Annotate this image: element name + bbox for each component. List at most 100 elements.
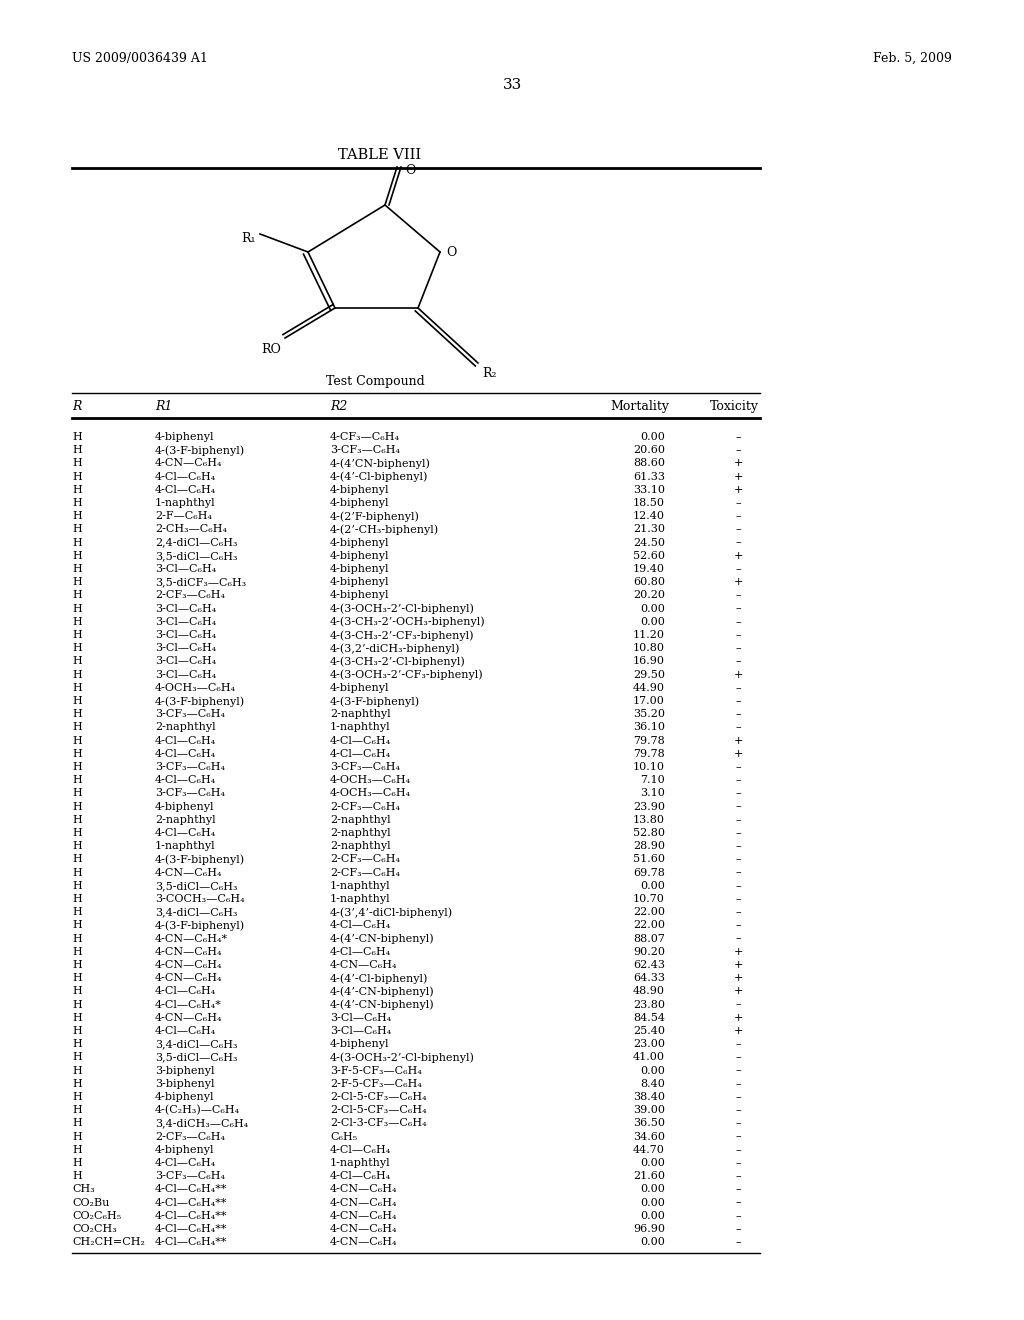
Text: H: H <box>72 643 82 653</box>
Text: O: O <box>446 246 457 259</box>
Text: –: – <box>735 894 740 904</box>
Text: CH₂CH=CH₂: CH₂CH=CH₂ <box>72 1237 144 1247</box>
Text: 0.00: 0.00 <box>640 1065 665 1076</box>
Text: H: H <box>72 484 82 495</box>
Text: 2-F—C₆H₄: 2-F—C₆H₄ <box>155 511 212 521</box>
Text: 10.80: 10.80 <box>633 643 665 653</box>
Text: +: + <box>733 1012 742 1023</box>
Text: H: H <box>72 1026 82 1036</box>
Text: 4-biphenyl: 4-biphenyl <box>330 550 389 561</box>
Text: 4-Cl—C₆H₄: 4-Cl—C₆H₄ <box>155 748 216 759</box>
Text: –: – <box>735 1184 740 1195</box>
Text: 23.90: 23.90 <box>633 801 665 812</box>
Text: 18.50: 18.50 <box>633 498 665 508</box>
Text: 4-(3-F-biphenyl): 4-(3-F-biphenyl) <box>155 920 245 931</box>
Text: 4-biphenyl: 4-biphenyl <box>330 498 389 508</box>
Text: 3,4-diCH₃—C₆H₄: 3,4-diCH₃—C₆H₄ <box>155 1118 248 1129</box>
Text: 96.90: 96.90 <box>633 1224 665 1234</box>
Text: 4-CN—C₆H₄: 4-CN—C₆H₄ <box>330 1210 397 1221</box>
Text: H: H <box>72 550 82 561</box>
Text: –: – <box>735 999 740 1010</box>
Text: +: + <box>733 946 742 957</box>
Text: H: H <box>72 458 82 469</box>
Text: 79.78: 79.78 <box>633 748 665 759</box>
Text: –: – <box>735 603 740 614</box>
Text: 3-CF₃—C₆H₄: 3-CF₃—C₆H₄ <box>330 762 400 772</box>
Text: 2-CF₃—C₆H₄: 2-CF₃—C₆H₄ <box>330 867 400 878</box>
Text: H: H <box>72 524 82 535</box>
Text: +: + <box>733 735 742 746</box>
Text: H: H <box>72 432 82 442</box>
Text: 4-CN—C₆H₄: 4-CN—C₆H₄ <box>330 1224 397 1234</box>
Text: 20.60: 20.60 <box>633 445 665 455</box>
Text: 4-(4’-CN-biphenyl): 4-(4’-CN-biphenyl) <box>330 986 434 997</box>
Text: 22.00: 22.00 <box>633 920 665 931</box>
Text: 3-Cl—C₆H₄: 3-Cl—C₆H₄ <box>155 616 216 627</box>
Text: 4-(3-CH₃-2’-CF₃-biphenyl): 4-(3-CH₃-2’-CF₃-biphenyl) <box>330 630 474 640</box>
Text: 0.00: 0.00 <box>640 1210 665 1221</box>
Text: H: H <box>72 1065 82 1076</box>
Text: 4-(3-CH₃-2’-OCH₃-biphenyl): 4-(3-CH₃-2’-OCH₃-biphenyl) <box>330 616 485 627</box>
Text: 4-Cl—C₆H₄**: 4-Cl—C₆H₄** <box>155 1210 227 1221</box>
Text: H: H <box>72 986 82 997</box>
Text: 4-Cl—C₆H₄: 4-Cl—C₆H₄ <box>155 735 216 746</box>
Text: 4-CN—C₆H₄: 4-CN—C₆H₄ <box>330 1184 397 1195</box>
Text: R2: R2 <box>330 400 347 413</box>
Text: 4-(3,2’-diCH₃-biphenyl): 4-(3,2’-diCH₃-biphenyl) <box>330 643 461 653</box>
Text: Toxicity: Toxicity <box>710 400 759 413</box>
Text: 4-(3-OCH₃-2’-CF₃-biphenyl): 4-(3-OCH₃-2’-CF₃-biphenyl) <box>330 669 483 680</box>
Text: 0.00: 0.00 <box>640 432 665 442</box>
Text: 4-(3-F-biphenyl): 4-(3-F-biphenyl) <box>155 445 245 455</box>
Text: 8.40: 8.40 <box>640 1078 665 1089</box>
Text: –: – <box>735 775 740 785</box>
Text: 0.00: 0.00 <box>640 1158 665 1168</box>
Text: 10.10: 10.10 <box>633 762 665 772</box>
Text: 3-CF₃—C₆H₄: 3-CF₃—C₆H₄ <box>155 1171 225 1181</box>
Text: 4-Cl—C₆H₄: 4-Cl—C₆H₄ <box>155 828 216 838</box>
Text: 3-Cl—C₆H₄: 3-Cl—C₆H₄ <box>155 564 216 574</box>
Text: –: – <box>735 867 740 878</box>
Text: –: – <box>735 1158 740 1168</box>
Text: 1-naphthyl: 1-naphthyl <box>155 841 216 851</box>
Text: +: + <box>733 550 742 561</box>
Text: 51.60: 51.60 <box>633 854 665 865</box>
Text: 3-CF₃—C₆H₄: 3-CF₃—C₆H₄ <box>155 788 225 799</box>
Text: H: H <box>72 946 82 957</box>
Text: 4-Cl—C₆H₄**: 4-Cl—C₆H₄** <box>155 1197 227 1208</box>
Text: 4-(4’-CN-biphenyl): 4-(4’-CN-biphenyl) <box>330 933 434 944</box>
Text: –: – <box>735 432 740 442</box>
Text: 3-CF₃—C₆H₄: 3-CF₃—C₆H₄ <box>155 762 225 772</box>
Text: 60.80: 60.80 <box>633 577 665 587</box>
Text: –: – <box>735 1118 740 1129</box>
Text: 1-naphthyl: 1-naphthyl <box>155 498 216 508</box>
Text: 33: 33 <box>503 78 521 92</box>
Text: H: H <box>72 1144 82 1155</box>
Text: –: – <box>735 445 740 455</box>
Text: –: – <box>735 841 740 851</box>
Text: 4-biphenyl: 4-biphenyl <box>330 590 389 601</box>
Text: 4-biphenyl: 4-biphenyl <box>155 1092 214 1102</box>
Text: 4-(3-OCH₃-2’-Cl-biphenyl): 4-(3-OCH₃-2’-Cl-biphenyl) <box>330 603 475 614</box>
Text: 3-Cl—C₆H₄: 3-Cl—C₆H₄ <box>155 656 216 667</box>
Text: 4-Cl—C₆H₄: 4-Cl—C₆H₄ <box>330 1144 391 1155</box>
Text: –: – <box>735 801 740 812</box>
Text: Test Compound: Test Compound <box>326 375 424 388</box>
Text: +: + <box>733 484 742 495</box>
Text: +: + <box>733 1026 742 1036</box>
Text: Mortality: Mortality <box>610 400 669 413</box>
Text: 4-biphenyl: 4-biphenyl <box>155 801 214 812</box>
Text: –: – <box>735 1052 740 1063</box>
Text: H: H <box>72 1012 82 1023</box>
Text: 36.50: 36.50 <box>633 1118 665 1129</box>
Text: 3-Cl—C₆H₄: 3-Cl—C₆H₄ <box>330 1026 391 1036</box>
Text: +: + <box>733 960 742 970</box>
Text: H: H <box>72 1105 82 1115</box>
Text: H: H <box>72 907 82 917</box>
Text: –: – <box>735 1039 740 1049</box>
Text: 1-naphthyl: 1-naphthyl <box>330 894 390 904</box>
Text: CO₂Bu: CO₂Bu <box>72 1197 110 1208</box>
Text: 4-Cl—C₆H₄: 4-Cl—C₆H₄ <box>155 471 216 482</box>
Text: 1-naphthyl: 1-naphthyl <box>330 1158 390 1168</box>
Text: +: + <box>733 973 742 983</box>
Text: 2-CH₃—C₆H₄: 2-CH₃—C₆H₄ <box>155 524 227 535</box>
